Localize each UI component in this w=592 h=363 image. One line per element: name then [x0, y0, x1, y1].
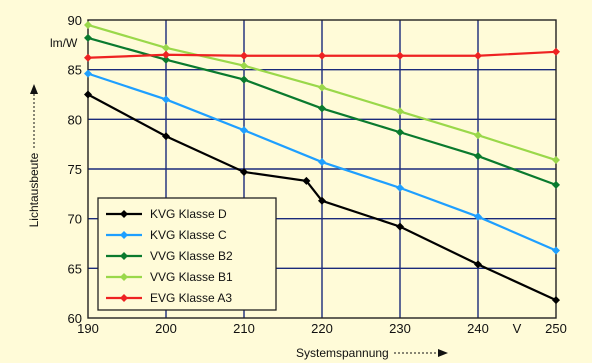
- legend-label: EVG Klasse A3: [150, 291, 232, 305]
- legend-label: VVG Klasse B2: [150, 249, 233, 263]
- data-point: [474, 152, 482, 161]
- y-tick-label: 80: [68, 112, 82, 127]
- data-point: [240, 61, 248, 70]
- legend-swatch-marker: [120, 210, 128, 218]
- data-point: [162, 50, 170, 59]
- legend-label: KVG Klasse C: [150, 228, 227, 242]
- y-tick-label: 65: [68, 261, 82, 276]
- y-tick-label: 90: [68, 13, 82, 28]
- legend-swatch-marker: [120, 273, 128, 281]
- data-point: [474, 260, 482, 269]
- data-point: [240, 51, 248, 60]
- data-point: [84, 90, 92, 99]
- data-point: [318, 196, 326, 205]
- series-vvg-klasse-b2: [84, 33, 560, 189]
- data-point: [396, 222, 404, 231]
- legend-item: KVG Klasse C: [106, 228, 227, 242]
- y-tick-label: 85: [68, 63, 82, 78]
- y-tick-label: 75: [68, 162, 82, 177]
- legend-swatch-marker: [120, 231, 128, 239]
- data-point: [240, 167, 248, 176]
- y-axis-label-group: Lichtausbeute: [27, 84, 41, 227]
- x-tick-label: 240: [467, 321, 489, 336]
- data-point: [396, 183, 404, 192]
- data-point: [84, 33, 92, 42]
- y-axis-label: Lichtausbeute: [27, 152, 41, 227]
- data-point: [396, 128, 404, 137]
- legend-swatch-marker: [120, 252, 128, 260]
- x-axis-arrow-head: [438, 349, 448, 357]
- data-point: [552, 296, 560, 305]
- data-point: [474, 131, 482, 140]
- series-group: [84, 20, 560, 305]
- data-point: [162, 55, 170, 64]
- series-kvg-klasse-d: [84, 90, 560, 305]
- legend-item: VVG Klasse B1: [106, 270, 233, 284]
- data-point: [240, 75, 248, 84]
- legend-label: VVG Klasse B1: [150, 270, 233, 284]
- series-line: [87, 93, 557, 302]
- data-point: [84, 53, 92, 62]
- y-tick-label: 60: [68, 311, 82, 326]
- series-vvg-klasse-b1: [84, 20, 560, 165]
- x-tick-label: 220: [311, 321, 333, 336]
- data-point: [552, 156, 560, 165]
- legend-label: KVG Klasse D: [150, 207, 227, 221]
- y-tick-labels: 60 65 70 75 80 85 90: [68, 13, 82, 326]
- series-evg-klasse-a3: [84, 47, 560, 62]
- y-unit-label: lm/W: [50, 36, 78, 50]
- data-point: [552, 246, 560, 255]
- x-tick-label: 230: [389, 321, 411, 336]
- data-point: [162, 95, 170, 104]
- data-point: [84, 20, 92, 29]
- legend-item: KVG Klasse D: [106, 207, 227, 221]
- data-point: [162, 132, 170, 141]
- x-axis-label-group: Systemspannung: [296, 346, 448, 360]
- plot-frame: [87, 19, 557, 319]
- legend-item: EVG Klasse A3: [106, 291, 232, 305]
- data-point: [302, 176, 311, 185]
- x-tick-label: 250: [545, 321, 567, 336]
- data-point: [474, 51, 482, 60]
- x-tick-label: 210: [233, 321, 255, 336]
- x-tick-label: 200: [155, 321, 177, 336]
- data-point: [318, 51, 326, 60]
- x-tick-label: 190: [77, 321, 99, 336]
- legend-swatch-marker: [120, 294, 128, 302]
- data-point: [162, 43, 170, 52]
- data-point: [396, 51, 404, 60]
- data-point: [474, 212, 482, 221]
- data-point: [240, 126, 248, 135]
- y-axis-arrow-head: [30, 84, 38, 94]
- data-point: [84, 69, 92, 78]
- legend-item: VVG Klasse B2: [106, 249, 233, 263]
- x-unit-label: V: [513, 321, 522, 336]
- data-point: [552, 180, 560, 189]
- y-tick-label: 70: [68, 212, 82, 227]
- data-point: [318, 104, 326, 113]
- data-point: [318, 83, 326, 92]
- series-kvg-klasse-c: [84, 69, 560, 255]
- data-point: [396, 107, 404, 116]
- x-tick-labels: 190 200 210 220 230 240 250: [77, 321, 567, 336]
- legend: KVG Klasse D KVG Klasse C VVG Klasse B2 VVG…: [97, 197, 277, 311]
- data-point: [318, 158, 326, 167]
- x-axis-label: Systemspannung: [296, 346, 389, 360]
- data-point: [552, 47, 560, 56]
- legend-box: [97, 197, 277, 311]
